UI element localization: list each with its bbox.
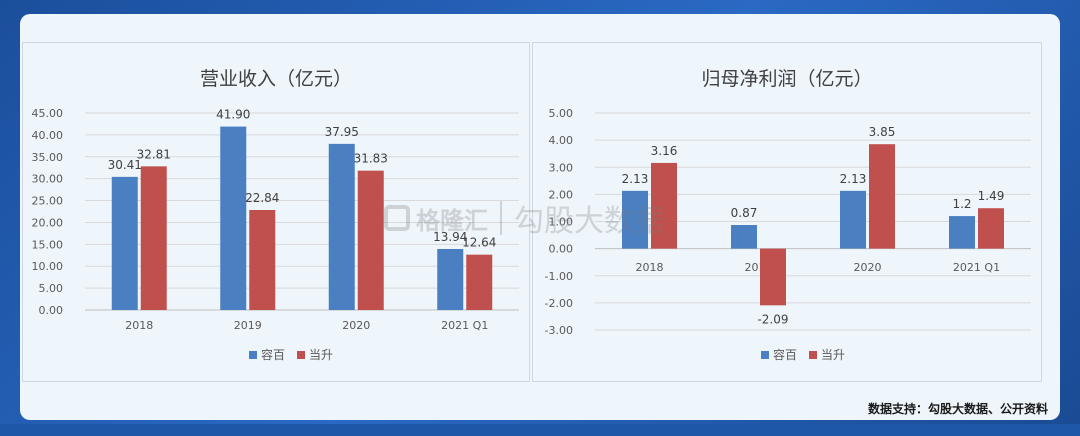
y-tick-label: 15.00 — [32, 238, 64, 251]
y-tick-label: 40.00 — [32, 129, 64, 142]
data-label: 31.83 — [354, 152, 388, 166]
y-tick-label: 5.00 — [39, 282, 64, 295]
watermark-brand: 格隆汇 — [416, 206, 488, 235]
bar-series1 — [111, 176, 138, 310]
legend-label: 当升 — [309, 348, 333, 362]
bar-series1 — [731, 225, 757, 249]
y-tick-label: 4.00 — [549, 134, 574, 147]
bar-series2 — [651, 162, 677, 249]
legend-swatch — [809, 351, 817, 359]
bar-series2 — [357, 170, 384, 310]
bar-series1 — [437, 248, 464, 310]
data-label: 13.94 — [433, 230, 467, 244]
bar-series2 — [869, 144, 895, 249]
y-tick-label: 0.00 — [39, 304, 64, 317]
bar-series1 — [840, 190, 866, 249]
x-tick-label: 2020 — [854, 261, 882, 274]
watermark-logo-icon — [384, 205, 410, 231]
data-label: 30.41 — [108, 158, 142, 172]
y-tick-label: 10.00 — [32, 260, 64, 273]
bar-series1 — [622, 190, 648, 249]
y-tick-label: 2.00 — [549, 188, 574, 201]
bottom-strip — [0, 424, 1080, 436]
data-label: 12.64 — [462, 236, 496, 250]
data-source-note: 数据支持：勾股大数据、公开资料 — [867, 402, 1048, 416]
legend-swatch — [761, 351, 769, 359]
bar-series1 — [949, 216, 975, 249]
bar-series2 — [978, 208, 1004, 249]
bar-series1 — [220, 126, 247, 311]
legend-swatch — [297, 351, 305, 359]
data-label: -2.09 — [757, 312, 788, 326]
y-tick-label: 20.00 — [32, 216, 64, 229]
chart-title: 归母净利润（亿元） — [701, 68, 872, 90]
y-tick-label: 0.00 — [549, 243, 574, 256]
bar-series2 — [760, 248, 786, 306]
y-tick-label: 25.00 — [32, 195, 64, 208]
x-tick-label: 2019 — [234, 319, 262, 332]
data-label: 41.90 — [216, 108, 250, 122]
data-label: 3.16 — [651, 144, 678, 158]
y-tick-label: 35.00 — [32, 151, 64, 164]
bar-series2 — [249, 210, 276, 310]
bar-series1 — [328, 143, 355, 310]
bar-series2 — [466, 254, 493, 310]
y-tick-label: 45.00 — [32, 107, 64, 120]
y-tick-label: -2.00 — [545, 297, 573, 310]
y-tick-label: 3.00 — [549, 161, 574, 174]
data-label: 32.81 — [137, 147, 171, 161]
net-profit-chart-panel: 归母净利润（亿元） -3.00 -2.00 -1.00 0.00 1.00 2.00 3.00… — [532, 42, 1042, 382]
x-tick-label: 2021 Q1 — [441, 319, 488, 332]
data-label: 3.85 — [869, 125, 896, 139]
y-tick-label: 1.00 — [549, 216, 574, 229]
data-label: 1.49 — [978, 189, 1005, 203]
revenue-chart: 营业收入（亿元） 0.00 5.00 10.00 15.00 20.00 25.00 30.0… — [32, 68, 519, 362]
chart-title: 营业收入（亿元） — [200, 68, 352, 90]
legend-label: 当升 — [821, 348, 845, 362]
legend-swatch — [249, 351, 257, 359]
data-label: 2.13 — [840, 172, 867, 186]
data-label: 1.2 — [952, 197, 971, 211]
y-tick-label: 30.00 — [32, 173, 64, 186]
x-tick-label: 2021 Q1 — [953, 261, 1000, 274]
y-tick-label: -3.00 — [545, 324, 573, 337]
x-tick-label: 2018 — [636, 261, 664, 274]
bar-series2 — [140, 166, 167, 310]
legend-label: 容百 — [261, 347, 285, 362]
data-label: 2.13 — [622, 172, 649, 186]
x-tick-label: 2020 — [342, 319, 370, 332]
data-label: 22.84 — [245, 191, 279, 205]
data-label: 37.95 — [325, 125, 359, 139]
y-tick-label: -1.00 — [545, 270, 573, 283]
watermark-text: 勾股大数据 — [514, 204, 664, 239]
net-profit-chart: 归母净利润（亿元） -3.00 -2.00 -1.00 0.00 1.00 2.00 3.00… — [545, 68, 1031, 362]
legend-label: 容百 — [773, 347, 797, 362]
watermark-divider — [500, 201, 502, 235]
watermark: 格隆汇 勾股大数据 — [384, 198, 664, 239]
data-label: 0.87 — [731, 206, 758, 220]
x-tick-label: 2018 — [125, 319, 153, 332]
y-tick-label: 5.00 — [549, 107, 574, 120]
revenue-chart-panel: 营业收入（亿元） 0.00 5.00 10.00 15.00 20.00 25.00 30.0… — [22, 42, 530, 382]
